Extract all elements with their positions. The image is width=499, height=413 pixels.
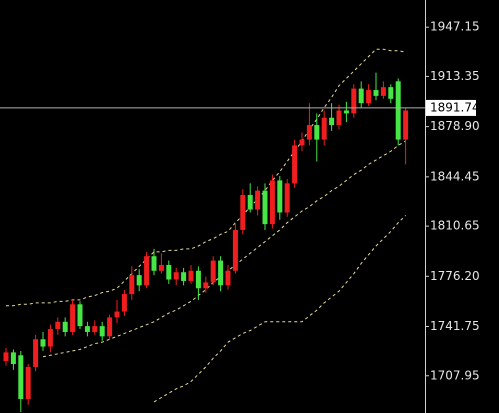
candle-body	[373, 90, 379, 96]
y-tick-label: 1878.90	[430, 119, 480, 133]
candle-body	[203, 282, 209, 289]
candle-body	[166, 264, 172, 280]
candle-body	[329, 117, 335, 126]
y-tick-label: 1947.15	[430, 20, 480, 34]
last-price-box	[426, 99, 476, 116]
candle-body	[218, 260, 224, 286]
candle-body	[10, 352, 16, 365]
candle-body	[232, 229, 238, 271]
candle-body	[18, 355, 24, 400]
candle-body	[299, 139, 305, 146]
candle-body	[247, 194, 253, 210]
candle-body	[99, 326, 105, 337]
candle-body	[255, 190, 261, 210]
candle-body	[240, 194, 246, 230]
candle-body	[210, 260, 216, 283]
candle-body	[314, 125, 320, 140]
candle-body	[403, 110, 409, 140]
candle-body	[107, 317, 113, 337]
y-tick-label: 1741.75	[430, 319, 480, 333]
y-tick-label: 1844.45	[430, 169, 480, 183]
candle-body	[33, 339, 39, 367]
y-tick-label: 1776.20	[430, 269, 480, 283]
candle-body	[262, 190, 268, 225]
last-price-label: 1891.74	[430, 100, 480, 114]
candle-body	[195, 270, 201, 289]
candle-body	[284, 183, 290, 213]
candle-body	[84, 326, 90, 332]
band-middle	[42, 140, 406, 358]
candle-body	[306, 125, 312, 140]
candle-body	[158, 264, 164, 271]
candle-body	[136, 275, 142, 286]
candle-body	[92, 326, 98, 332]
candle-body	[62, 321, 68, 332]
candle-body	[70, 304, 76, 332]
candle-body	[47, 329, 53, 347]
candle-body	[336, 110, 342, 126]
candle-body	[40, 339, 46, 347]
candle-body	[144, 256, 150, 286]
candle-body	[388, 87, 394, 99]
candle-body	[25, 366, 31, 400]
y-tick-label: 1913.35	[430, 69, 480, 83]
candle-body	[380, 87, 386, 96]
candle-body	[129, 275, 135, 295]
candle-body	[277, 180, 283, 213]
y-tick-label: 1707.95	[430, 368, 480, 382]
candle-body	[114, 311, 120, 318]
candle-body	[395, 81, 401, 140]
candle-body	[151, 256, 157, 271]
band-lower	[153, 215, 406, 403]
candle-body	[121, 294, 127, 312]
y-tick-label: 1810.65	[430, 219, 480, 233]
candle-body	[225, 270, 231, 286]
candle-body	[366, 90, 372, 104]
candle-body	[181, 272, 187, 281]
candle-body	[77, 304, 83, 327]
candle-body	[292, 145, 298, 184]
candle-body	[269, 180, 275, 225]
candle-body	[343, 110, 349, 114]
candle-body	[3, 352, 9, 362]
candle-body	[351, 88, 357, 114]
candle-body	[55, 321, 61, 330]
candle-body	[321, 117, 327, 140]
candle-body	[188, 270, 194, 281]
candle-body	[358, 88, 364, 104]
candle-body	[173, 272, 179, 280]
